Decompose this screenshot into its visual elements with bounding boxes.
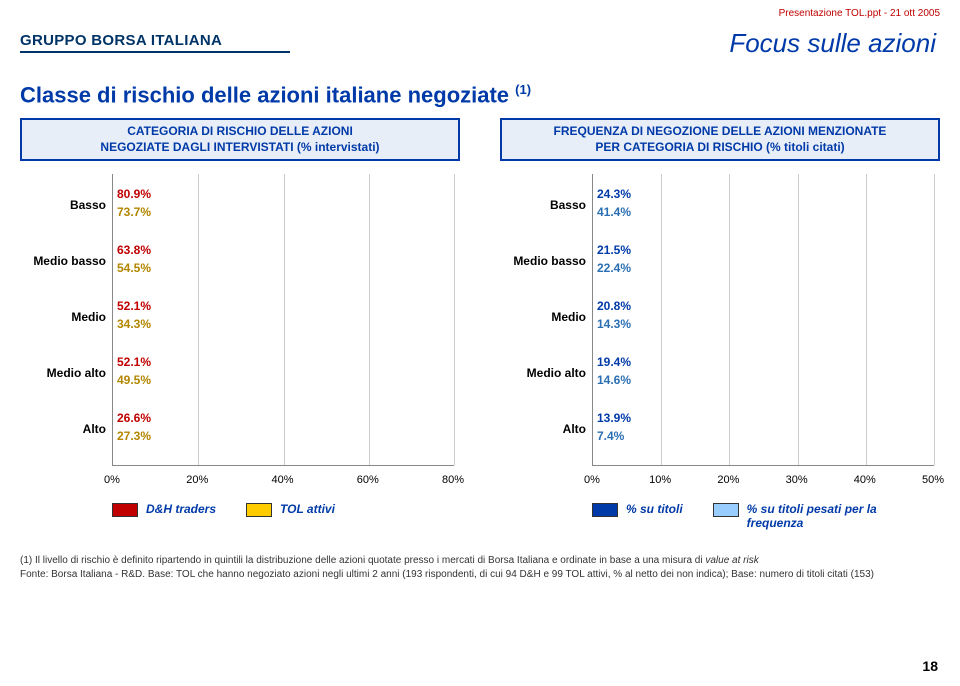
x-tick-label: 0% (104, 474, 120, 486)
x-tick-label: 40% (854, 474, 876, 486)
bar-value-label: 7.4% (597, 429, 624, 443)
swatch-icon (592, 503, 618, 517)
bar-value-label: 63.8% (117, 243, 151, 257)
category-label: Medio basso (500, 254, 586, 268)
bar-value-label: 49.5% (117, 373, 151, 387)
right-column-header: FREQUENZA DI NEGOZIONE DELLE AZIONI MENZ… (500, 118, 940, 161)
x-tick-label: 20% (717, 474, 739, 486)
swatch-icon (112, 503, 138, 517)
left-legend: D&H traders TOL attivi (20, 502, 460, 530)
bar-value-label: 20.8% (597, 299, 631, 313)
legend-dh-traders: D&H traders (112, 502, 216, 517)
category-label: Medio alto (20, 366, 106, 380)
logo-rule (20, 51, 290, 53)
legend-label: TOL attivi (280, 502, 335, 516)
legend-label: % su titoli pesati per la frequenza (747, 502, 893, 530)
bar-value-label: 27.3% (117, 429, 151, 443)
column-headers: CATEGORIA DI RISCHIO DELLE AZIONI NEGOZI… (20, 118, 940, 161)
header-note: Presentazione TOL.ppt - 21 ott 2005 (779, 8, 940, 19)
legend-tol-attivi: TOL attivi (246, 502, 335, 517)
category-label: Alto (20, 422, 106, 436)
footnote-1: (1) Il livello di rischio è definito rip… (20, 554, 900, 568)
bar-value-label: 73.7% (117, 205, 151, 219)
category-label: Basso (500, 198, 586, 212)
category-label: Basso (20, 198, 106, 212)
legend-pct-titoli-pesati: % su titoli pesati per la frequenza (713, 502, 893, 530)
bar-value-label: 24.3% (597, 187, 631, 201)
x-tick-label: 60% (357, 474, 379, 486)
right-header-line1: FREQUENZA DI NEGOZIONE DELLE AZIONI MENZ… (508, 124, 932, 140)
bar-value-label: 41.4% (597, 205, 631, 219)
legend-label: D&H traders (146, 502, 216, 516)
x-tick-label: 30% (786, 474, 808, 486)
left-chart: 80.9% 73.7% 63.8% 54.5% 52.1% 34.3% 52.1% 49.5%… (20, 174, 460, 494)
footnote-1b: value at risk (705, 555, 758, 566)
bar-value-label: 14.3% (597, 317, 631, 331)
category-label: Alto (500, 422, 586, 436)
legend-label: % su titoli (626, 502, 683, 516)
x-tick-label: 10% (649, 474, 671, 486)
x-tick-label: 40% (271, 474, 293, 486)
x-tick-label: 80% (442, 474, 464, 486)
left-header-line2: NEGOZIATE DAGLI INTERVISTATI (% intervis… (28, 140, 452, 156)
category-label: Medio basso (20, 254, 106, 268)
category-label: Medio (20, 310, 106, 324)
bar-value-label: 22.4% (597, 261, 631, 275)
footnotes: (1) Il livello di rischio è definito rip… (20, 554, 900, 581)
right-legend: % su titoli % su titoli pesati per la fr… (500, 502, 940, 530)
bar-value-label: 80.9% (117, 187, 151, 201)
x-tick-label: 20% (186, 474, 208, 486)
footnote-2: Fonte: Borsa Italiana - R&D. Base: TOL c… (20, 568, 900, 582)
swatch-icon (713, 503, 739, 517)
right-chart: 24.3% 41.4% 21.5% 22.4% 20.8% 14.3% 19.4% 14.6%… (500, 174, 940, 494)
left-header-line1: CATEGORIA DI RISCHIO DELLE AZIONI (28, 124, 452, 140)
x-tick-label: 0% (584, 474, 600, 486)
bar-value-label: 54.5% (117, 261, 151, 275)
page-title-text: Classe di rischio delle azioni italiane … (20, 82, 515, 107)
category-label: Medio (500, 310, 586, 324)
section-focus: Focus sulle azioni (729, 28, 936, 59)
left-column-header: CATEGORIA DI RISCHIO DELLE AZIONI NEGOZI… (20, 118, 460, 161)
right-header-line2: PER CATEGORIA DI RISCHIO (% titoli citat… (508, 140, 932, 156)
swatch-icon (246, 503, 272, 517)
bar-value-label: 26.6% (117, 411, 151, 425)
bar-value-label: 52.1% (117, 299, 151, 313)
page-title: Classe di rischio delle azioni italiane … (20, 82, 531, 108)
page-number: 18 (922, 658, 938, 674)
x-tick-label: 50% (922, 474, 944, 486)
legend-pct-titoli: % su titoli (592, 502, 683, 517)
bar-value-label: 14.6% (597, 373, 631, 387)
category-label: Medio alto (500, 366, 586, 380)
bar-value-label: 13.9% (597, 411, 631, 425)
logo: GRUPPO BORSA ITALIANA (20, 32, 290, 53)
footnote-1a: (1) Il livello di rischio è definito rip… (20, 555, 705, 566)
bar-value-label: 52.1% (117, 355, 151, 369)
page-title-sup: (1) (515, 82, 531, 97)
bar-value-label: 19.4% (597, 355, 631, 369)
bar-value-label: 21.5% (597, 243, 631, 257)
logo-text: GRUPPO BORSA ITALIANA (20, 32, 290, 49)
bar-value-label: 34.3% (117, 317, 151, 331)
